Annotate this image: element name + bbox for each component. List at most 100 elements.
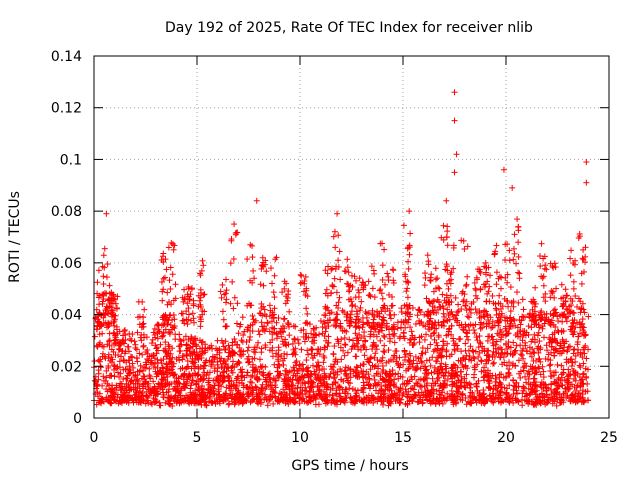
data-point bbox=[381, 342, 388, 349]
data-point bbox=[146, 365, 153, 372]
data-point bbox=[510, 339, 517, 346]
data-point bbox=[269, 353, 276, 360]
data-point bbox=[568, 328, 575, 335]
x-tick-label: 25 bbox=[600, 430, 618, 446]
data-point bbox=[402, 386, 409, 393]
y-tick-label: 0.14 bbox=[51, 49, 82, 65]
data-point bbox=[346, 385, 353, 392]
x-axis-label: GPS time / hours bbox=[291, 458, 408, 474]
data-point bbox=[412, 321, 419, 328]
data-point bbox=[409, 363, 416, 370]
data-point bbox=[373, 346, 380, 353]
data-point bbox=[574, 303, 581, 310]
data-point bbox=[426, 357, 433, 364]
data-point bbox=[126, 363, 133, 370]
data-point bbox=[433, 339, 440, 346]
data-point bbox=[519, 337, 526, 344]
data-point bbox=[331, 361, 338, 368]
x-tick-label: 0 bbox=[90, 430, 99, 446]
data-point bbox=[164, 373, 171, 380]
data-point bbox=[154, 321, 161, 328]
data-point bbox=[519, 296, 526, 303]
data-point bbox=[223, 360, 230, 367]
data-point bbox=[256, 356, 263, 363]
grid-lines bbox=[94, 56, 609, 418]
data-point bbox=[370, 331, 377, 338]
data-point bbox=[338, 356, 345, 363]
data-point bbox=[427, 362, 434, 369]
y-tick-label: 0.06 bbox=[51, 256, 82, 272]
data-point bbox=[162, 339, 169, 346]
data-point bbox=[356, 331, 363, 338]
data-point bbox=[255, 328, 262, 335]
x-tick-label: 15 bbox=[394, 430, 412, 446]
data-point bbox=[379, 354, 386, 361]
data-point bbox=[541, 334, 548, 341]
data-point bbox=[546, 362, 553, 369]
data-point bbox=[375, 365, 382, 372]
data-point bbox=[386, 331, 393, 338]
data-point bbox=[361, 352, 368, 359]
data-point bbox=[330, 375, 337, 382]
data-point bbox=[428, 369, 435, 376]
data-point bbox=[568, 356, 575, 363]
data-point bbox=[180, 337, 187, 344]
data-point bbox=[280, 361, 287, 368]
data-point bbox=[418, 358, 425, 365]
data-point bbox=[241, 328, 248, 335]
data-point bbox=[231, 336, 238, 343]
data-point bbox=[379, 327, 386, 334]
data-point bbox=[308, 330, 315, 337]
y-axis-label: ROTI / TECUs bbox=[7, 191, 23, 283]
data-point bbox=[120, 376, 127, 383]
y-tick-label: 0.04 bbox=[51, 308, 82, 324]
data-point bbox=[342, 342, 349, 349]
data-point bbox=[536, 338, 543, 345]
data-point bbox=[329, 392, 336, 399]
y-tick-label: 0.12 bbox=[51, 101, 82, 117]
data-point bbox=[457, 396, 464, 403]
data-point bbox=[114, 369, 121, 376]
data-point bbox=[471, 330, 478, 337]
data-point bbox=[333, 398, 340, 405]
data-point bbox=[273, 377, 280, 384]
data-point bbox=[498, 310, 505, 317]
data-point bbox=[138, 337, 145, 344]
data-point bbox=[316, 351, 323, 358]
data-point bbox=[423, 331, 430, 338]
data-point bbox=[511, 348, 518, 355]
data-point bbox=[455, 301, 462, 308]
y-tick-label: 0.08 bbox=[51, 204, 82, 220]
data-point bbox=[463, 352, 470, 359]
y-tick-label: 0.02 bbox=[51, 359, 82, 375]
y-tick-label: 0 bbox=[73, 411, 82, 427]
data-point bbox=[134, 358, 141, 365]
data-point bbox=[184, 358, 191, 365]
data-point bbox=[531, 331, 538, 338]
x-tick-label: 20 bbox=[497, 430, 515, 446]
data-point bbox=[157, 341, 164, 348]
data-point bbox=[381, 334, 388, 341]
chart-title: Day 192 of 2025, Rate Of TEC Index for r… bbox=[165, 20, 533, 36]
data-point bbox=[489, 318, 496, 325]
data-point bbox=[358, 368, 365, 375]
data-point bbox=[462, 340, 469, 347]
x-tick-label: 5 bbox=[193, 430, 202, 446]
data-point bbox=[483, 360, 490, 367]
data-point bbox=[431, 369, 438, 376]
data-point bbox=[442, 299, 449, 306]
data-point bbox=[528, 353, 535, 360]
data-point bbox=[371, 354, 378, 361]
data-point bbox=[583, 355, 590, 362]
data-point bbox=[496, 371, 503, 378]
data-point bbox=[542, 317, 549, 324]
data-point bbox=[554, 327, 561, 334]
data-point bbox=[372, 326, 379, 333]
x-tick-label: 10 bbox=[291, 430, 309, 446]
data-point bbox=[148, 340, 155, 347]
data-point bbox=[438, 346, 445, 353]
data-point bbox=[341, 352, 348, 359]
data-point bbox=[494, 395, 501, 402]
data-point bbox=[410, 386, 417, 393]
data-point bbox=[427, 341, 434, 348]
